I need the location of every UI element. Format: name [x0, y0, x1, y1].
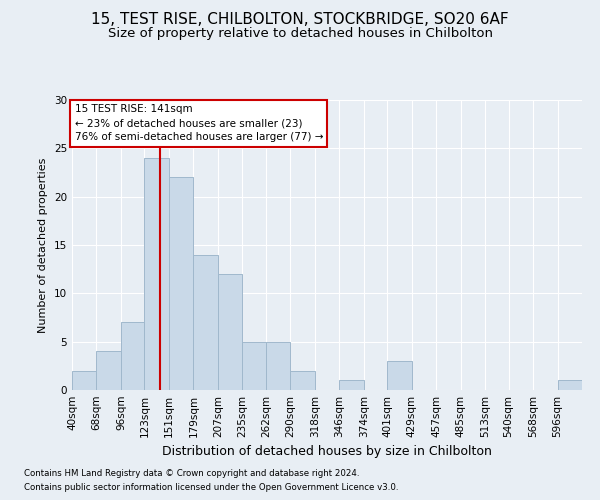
Text: 15, TEST RISE, CHILBOLTON, STOCKBRIDGE, SO20 6AF: 15, TEST RISE, CHILBOLTON, STOCKBRIDGE, …: [91, 12, 509, 28]
Bar: [121, 322, 145, 390]
Bar: [193, 254, 218, 390]
Y-axis label: Number of detached properties: Number of detached properties: [38, 158, 49, 332]
Bar: [290, 370, 315, 390]
Text: Size of property relative to detached houses in Chilbolton: Size of property relative to detached ho…: [107, 28, 493, 40]
Text: Contains HM Land Registry data © Crown copyright and database right 2024.: Contains HM Land Registry data © Crown c…: [24, 468, 359, 477]
Bar: [387, 361, 412, 390]
Bar: [169, 178, 193, 390]
Bar: [266, 342, 290, 390]
X-axis label: Distribution of detached houses by size in Chilbolton: Distribution of detached houses by size …: [162, 446, 492, 458]
Bar: [97, 352, 121, 390]
Text: Contains public sector information licensed under the Open Government Licence v3: Contains public sector information licen…: [24, 484, 398, 492]
Text: 15 TEST RISE: 141sqm
← 23% of detached houses are smaller (23)
76% of semi-detac: 15 TEST RISE: 141sqm ← 23% of detached h…: [74, 104, 323, 142]
Bar: [218, 274, 242, 390]
Bar: [339, 380, 364, 390]
Bar: [145, 158, 169, 390]
Bar: [242, 342, 266, 390]
Bar: [557, 380, 582, 390]
Bar: [72, 370, 97, 390]
